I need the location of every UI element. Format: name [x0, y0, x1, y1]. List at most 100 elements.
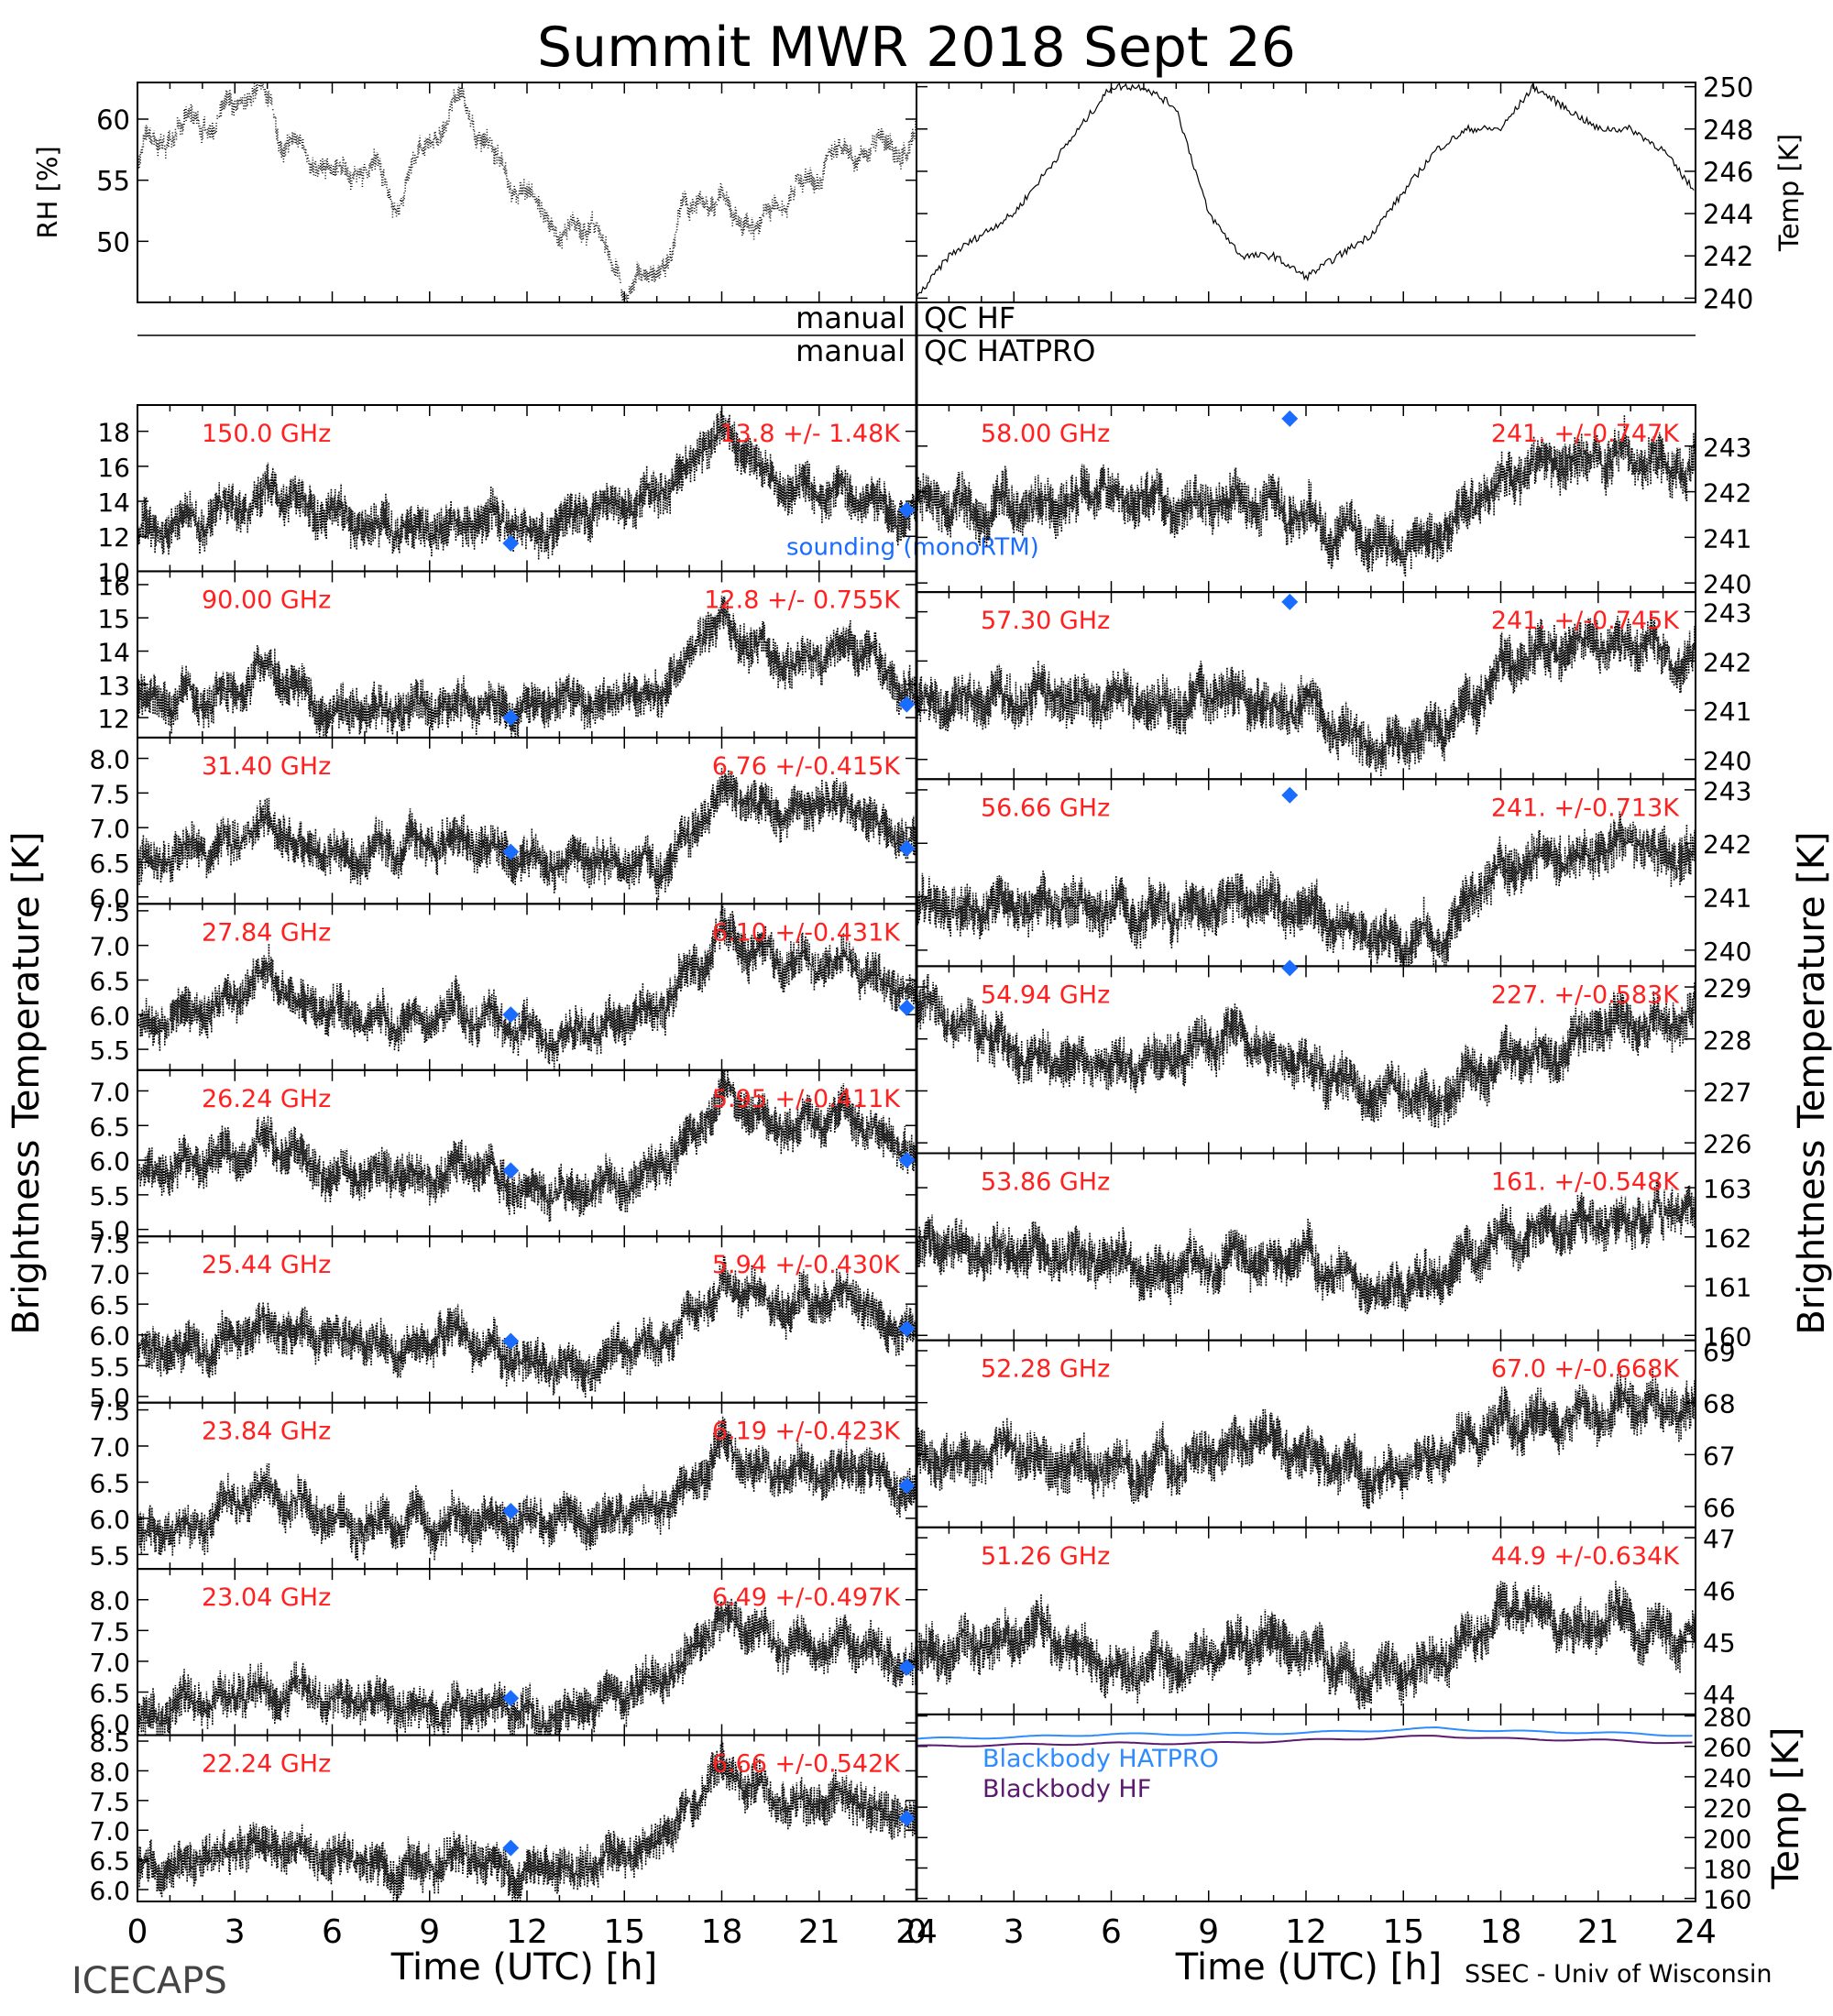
channel-label: 53.86 GHz — [981, 1168, 1110, 1197]
y-tick-label: 14 — [97, 488, 130, 518]
y-tick-label: 242 — [1703, 829, 1751, 860]
y-tick-label: 250 — [1703, 72, 1753, 104]
y-tick-label: 46 — [1703, 1576, 1736, 1606]
y-tick-label: 180 — [1703, 1854, 1751, 1884]
panel-31.40 GHz: 6.0 6.5 7.0 7.5 8.0 31.40 GHz 6.76 +/-0.415K — [89, 736, 917, 914]
y-tick-label: 200 — [1703, 1824, 1751, 1854]
bb-axis-label: Temp [K] — [1765, 1727, 1807, 1890]
left-axis-label: Brightness Temperature [K] — [5, 831, 48, 1334]
y-tick-label: 13 — [97, 671, 130, 701]
sounding-marker — [1281, 786, 1299, 804]
stats-label: 6.49 +/-0.497K — [712, 1583, 901, 1612]
panel-25.44 GHz: 5.05.56.06.57.07.5 25.44 GHz 5.94 +/-0.430… — [89, 1229, 917, 1413]
stats-label: 44.9 +/-0.634K — [1491, 1542, 1680, 1571]
stats-label: 6.19 +/-0.423K — [712, 1418, 901, 1446]
temp-axis-label: Temp [K] — [1773, 134, 1805, 252]
qc-right-label: QC HF — [924, 301, 1015, 335]
stats-label: 12.8 +/- 0.755K — [704, 586, 901, 614]
x-tick-label-right: 0 — [906, 1913, 927, 1951]
qc-row-2: manual QC HATPRO — [796, 334, 1095, 368]
sounding-marker — [502, 1839, 520, 1857]
y-tick-label: 7.5 — [89, 1616, 130, 1647]
x-tick-label-left: 12 — [506, 1913, 548, 1951]
y-tick-label: 160 — [1703, 1885, 1751, 1915]
y-tick-label: 241 — [1703, 696, 1751, 727]
qc-right-label: QC HATPRO — [924, 334, 1095, 368]
sounding-marker — [502, 843, 520, 860]
data-points — [137, 1069, 916, 1222]
y-tick-label: 8.5 — [89, 1727, 130, 1758]
panel-53.86 GHz: 160 161 162 163 53.86 GHz 161. +/-0.548K — [916, 1152, 1751, 1352]
panel-22.24 GHz: 6.06.57.07.58.08.5 22.24 GHz 6.66 +/-0.542… — [89, 1727, 917, 1906]
y-tick-label: 69 — [1703, 1337, 1736, 1367]
y-tick-label: 12 — [97, 704, 130, 734]
sounding-marker — [1281, 593, 1299, 610]
legend-hatpro: Blackbody HATPRO — [982, 1745, 1219, 1773]
y-tick-label: 5.0 — [89, 1216, 130, 1246]
y-tick-label: 242 — [1703, 478, 1751, 509]
series-line — [916, 82, 1695, 300]
y-tick-label: 240 — [1703, 1763, 1751, 1793]
y-tick-label: 5.5 — [89, 1540, 130, 1571]
right-axis-label: Brightness Temperature [K] — [1791, 831, 1833, 1334]
y-tick-label: 7.0 — [89, 932, 130, 962]
data-points — [916, 1178, 1696, 1315]
y-tick-label: 280 — [1703, 1703, 1751, 1733]
x-tick-label-left: 3 — [225, 1913, 246, 1951]
y-tick-label: 6.0 — [89, 1001, 130, 1031]
channel-label: 54.94 GHz — [981, 981, 1110, 1009]
footer-left: ICECAPS — [71, 1960, 227, 2002]
y-tick-label: 47 — [1703, 1524, 1736, 1554]
y-tick-label: 44 — [1703, 1680, 1736, 1710]
y-tick-label: 5.0 — [89, 1383, 130, 1413]
sounding-marker — [1281, 410, 1299, 427]
channel-label: 26.24 GHz — [202, 1085, 331, 1113]
data-points — [137, 1415, 916, 1561]
sounding-marker — [898, 839, 916, 857]
x-tick-label-right: 12 — [1285, 1913, 1327, 1951]
y-tick-label: 14 — [97, 638, 130, 668]
panel-150.0 GHz: 10 12 14 16 18 150.0 GHz 13.8 +/- 1.48K soundin… — [97, 404, 1039, 587]
x-tick-label-left: 21 — [798, 1913, 840, 1951]
x-tick-label-left: 9 — [419, 1913, 440, 1951]
y-tick-label: 7.5 — [89, 1229, 130, 1259]
y-tick-label: 6.0 — [89, 1505, 130, 1535]
data-points — [137, 1255, 916, 1398]
y-tick-label: 67 — [1703, 1441, 1736, 1471]
x-tick-label-right: 15 — [1382, 1913, 1424, 1951]
y-tick-label: 5.5 — [89, 1035, 130, 1066]
sounding-marker — [502, 534, 520, 552]
sounding-marker — [898, 1152, 916, 1169]
y-tick-label: 12 — [97, 522, 130, 553]
sounding-marker — [898, 1810, 916, 1827]
y-tick-label: 7.0 — [89, 1816, 130, 1846]
sounding-marker — [502, 1162, 520, 1179]
stats-label: 241. +/-0.747K — [1491, 420, 1680, 448]
channel-label: 23.84 GHz — [202, 1418, 331, 1446]
y-tick-label: 8.0 — [89, 1757, 130, 1787]
stats-label: 161. +/-0.548K — [1491, 1168, 1680, 1197]
data-points — [916, 612, 1696, 776]
panel-54.94 GHz: 226 227 228 229 54.94 GHz 227. +/-0.583K — [916, 959, 1751, 1159]
y-tick-label: 6.5 — [89, 1846, 130, 1877]
stats-label: 6.66 +/-0.542K — [712, 1750, 901, 1779]
y-tick-label: 7.0 — [89, 1648, 130, 1678]
sounding-marker — [502, 1006, 520, 1024]
y-tick-label: 7.5 — [89, 1787, 130, 1817]
y-tick-label: 7.5 — [89, 779, 130, 809]
stats-label: 6.10 +/-0.431K — [712, 918, 901, 947]
y-tick-label: 16 — [97, 571, 130, 601]
sounding-marker — [502, 709, 520, 727]
channel-label: 58.00 GHz — [981, 420, 1110, 448]
sounding-marker — [1281, 959, 1299, 977]
x-tick-label-right: 21 — [1577, 1913, 1619, 1951]
y-tick-label: 68 — [1703, 1389, 1736, 1419]
y-tick-label: 6.0 — [89, 883, 130, 914]
y-tick-label: 6.0 — [89, 1876, 130, 1906]
x-tick-label-left: 0 — [127, 1913, 148, 1951]
x-tick-label-left: 15 — [603, 1913, 645, 1951]
y-tick-label: 240 — [1703, 569, 1751, 599]
panel-56.66 GHz: 240 241 242 243 56.66 GHz 241. +/-0.713K — [916, 776, 1751, 968]
